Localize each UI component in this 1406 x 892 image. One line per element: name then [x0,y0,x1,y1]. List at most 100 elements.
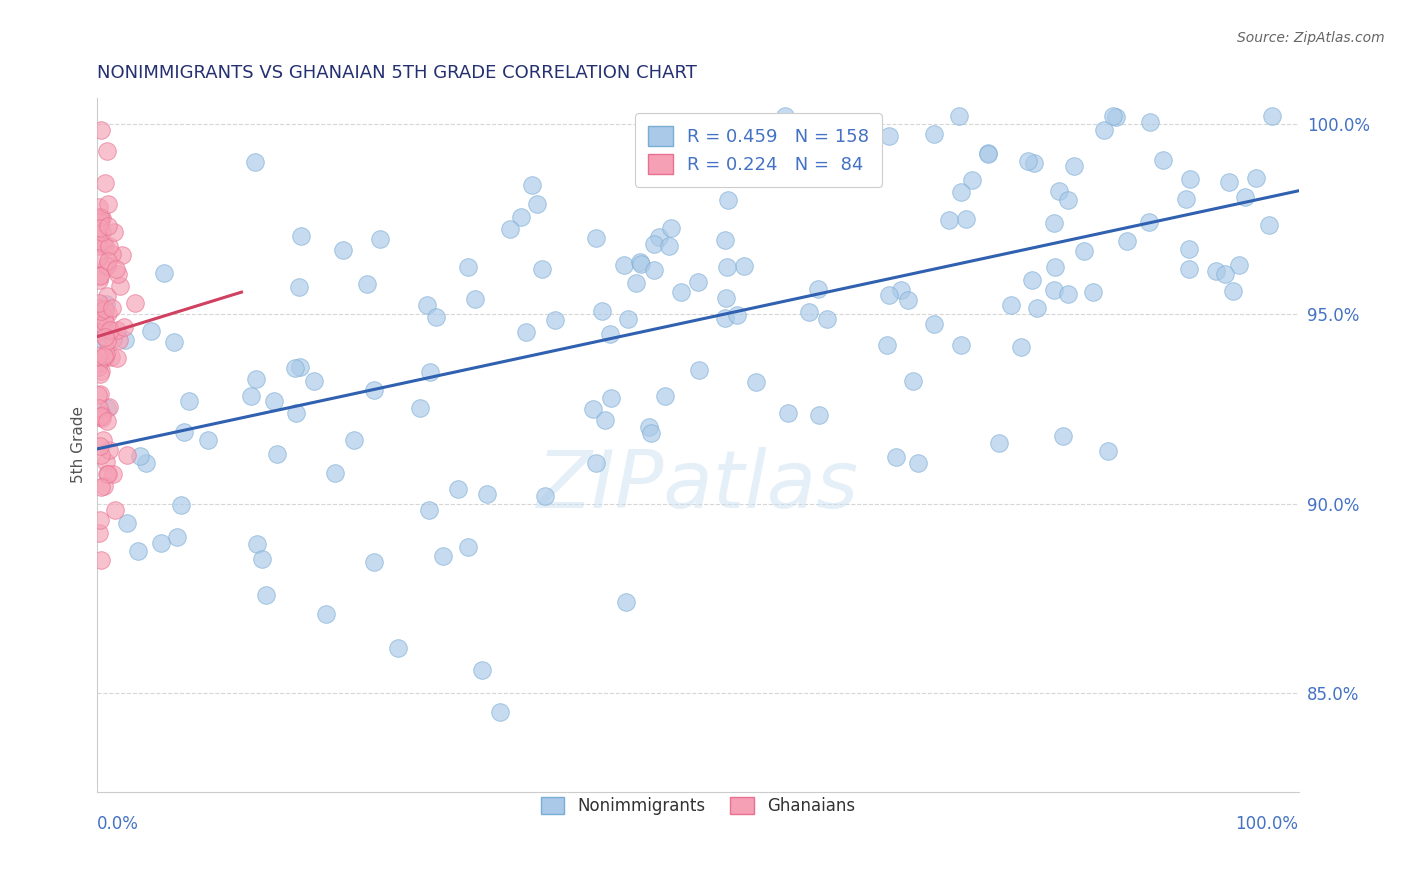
Point [90,225,112,239]
Point [585,456,607,470]
Point [877,128,900,143]
Point [100,351,122,365]
Point [110,248,132,262]
Point [89,368,111,382]
Point [368,232,391,246]
Point [955,212,977,227]
Point [93,349,115,363]
Point [876,338,898,352]
Point [96,455,118,469]
Point [90,122,112,136]
Point [363,555,385,569]
Point [387,640,409,655]
Point [97,196,120,211]
Point [544,312,567,326]
Point [1105,110,1128,124]
Point [807,282,830,296]
Point [1092,122,1115,136]
Point [1137,215,1160,229]
Point [1056,193,1078,207]
Point [103,225,125,239]
Point [807,409,830,423]
Point [515,325,537,339]
Point [90,211,112,226]
Point [105,351,128,365]
Point [103,332,125,346]
Point [94,315,117,329]
Point [1178,261,1201,276]
Point [471,664,494,678]
Point [510,210,533,224]
Point [676,117,699,131]
Point [613,258,636,272]
Point [654,389,676,403]
Point [425,310,447,324]
Point [977,147,1000,161]
Point [447,482,470,496]
Point [87,273,110,287]
Point [96,334,118,348]
Point [246,537,269,551]
Point [737,167,759,181]
Point [1257,218,1279,232]
Point [630,256,652,270]
Point [87,301,110,315]
Text: ZIPatlas: ZIPatlas [537,448,859,525]
Point [284,360,307,375]
Point [94,351,117,365]
Point [105,323,128,337]
Point [108,334,131,348]
Point [591,303,613,318]
Point [89,386,111,401]
Point [97,219,120,234]
Point [96,289,118,303]
Point [250,552,273,566]
Point [94,297,117,311]
Point [96,258,118,272]
Point [624,277,647,291]
Point [1261,110,1284,124]
Point [107,267,129,281]
Point [108,279,131,293]
Point [96,347,118,361]
Point [686,275,709,289]
Point [96,414,118,428]
Point [87,200,110,214]
Point [153,266,176,280]
Point [475,487,498,501]
Point [163,335,186,350]
Point [150,536,173,550]
Point [716,260,738,275]
Point [714,291,737,305]
Point [104,503,127,517]
Point [323,467,346,481]
Point [799,305,821,319]
Legend: Nonimmigrants, Ghanaians: Nonimmigrants, Ghanaians [534,790,862,822]
Point [1218,175,1240,189]
Point [87,251,110,265]
Point [976,145,998,160]
Text: 100.0%: 100.0% [1236,814,1299,832]
Point [89,513,111,527]
Point [90,304,112,318]
Point [897,293,920,307]
Point [290,229,312,244]
Point [630,254,652,268]
Point [531,262,554,277]
Point [987,435,1010,450]
Point [1205,263,1227,277]
Text: Source: ZipAtlas.com: Source: ZipAtlas.com [1237,31,1385,45]
Point [1043,260,1066,274]
Point [87,388,110,402]
Point [640,426,662,441]
Point [93,321,115,335]
Point [240,389,263,403]
Point [117,516,139,530]
Point [177,393,200,408]
Point [464,293,486,307]
Point [418,503,440,517]
Point [1017,153,1039,168]
Point [1246,171,1268,186]
Point [890,283,912,297]
Point [285,405,308,419]
